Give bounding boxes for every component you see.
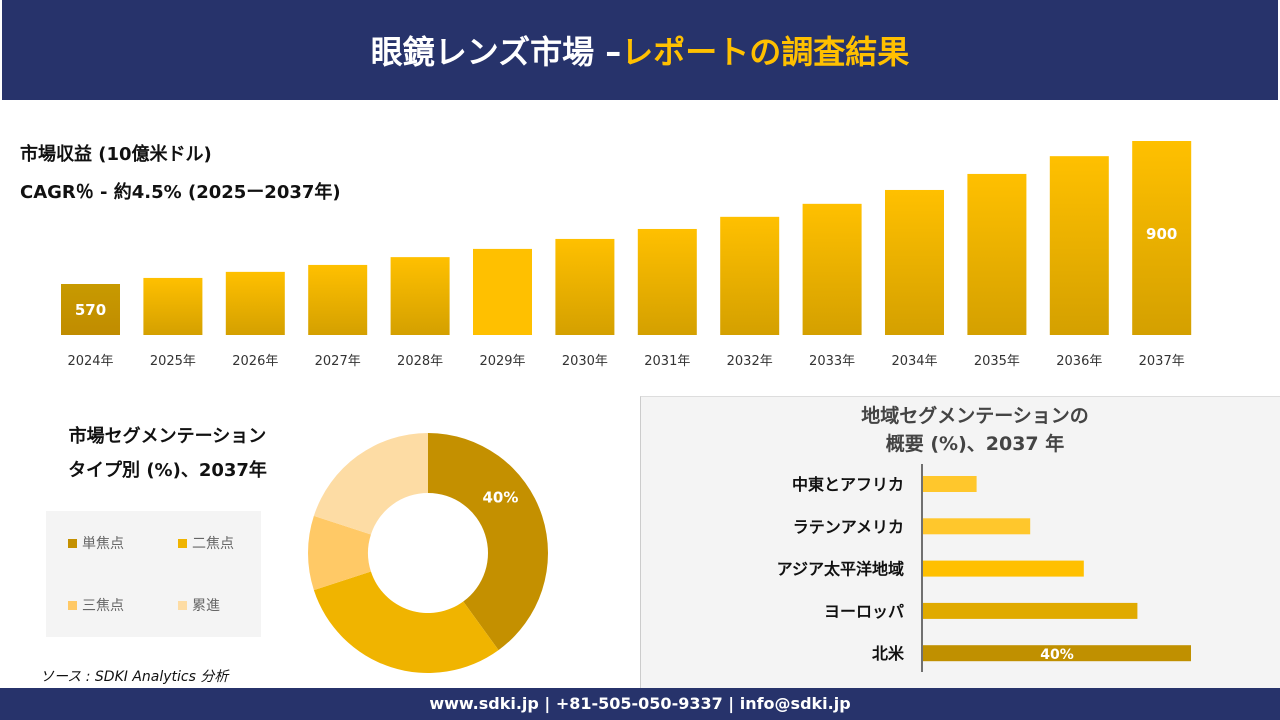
region-bar <box>923 602 1138 619</box>
region-title-line1: 地域セグメンテーションの <box>861 405 1089 427</box>
x-tick-label: 2031年 <box>644 354 690 369</box>
x-tick-label: 2037年 <box>1139 354 1185 369</box>
legend-swatch <box>68 538 77 548</box>
x-tick-label: 2036年 <box>1056 354 1102 369</box>
legend-label: 単焦点 <box>82 536 124 552</box>
donut-slice <box>313 571 499 673</box>
revenue-bar <box>555 238 615 335</box>
legend-swatch <box>178 538 187 548</box>
title-accent: レポートの調査結果 <box>621 33 910 71</box>
donut-data-label: 40% <box>482 488 518 506</box>
legend-swatch <box>178 600 187 610</box>
revenue-bar <box>967 173 1027 335</box>
bar-data-label: 570 <box>75 301 106 319</box>
revenue-bar <box>390 257 450 335</box>
x-tick-label: 2027年 <box>315 354 361 369</box>
x-tick-label: 2028年 <box>397 354 443 369</box>
donut-slice <box>428 433 548 651</box>
legend-swatch <box>68 600 77 610</box>
x-tick-label: 2029年 <box>479 354 525 369</box>
x-tick-label: 2024年 <box>67 354 113 369</box>
donut-slice <box>308 515 371 591</box>
region-label: アジア太平洋地域 <box>777 560 904 579</box>
legend-item: 単焦点 <box>68 533 124 553</box>
type-title-line2: タイプ別 (%)、2037年 <box>68 460 267 481</box>
revenue-bar <box>308 264 368 335</box>
revenue-bar <box>225 271 285 335</box>
region-bar <box>923 645 1191 662</box>
revenue-label: 市場収益 (10億米ドル) <box>20 144 212 165</box>
x-tick-label: 2026年 <box>232 354 278 369</box>
region-bar <box>923 476 977 492</box>
x-tick-label: 2034年 <box>891 354 937 369</box>
revenue-bar <box>1049 156 1109 335</box>
region-label: 北米 <box>872 644 905 663</box>
region-title-line2: 概要 (%)、2037 年 <box>885 433 1065 455</box>
source-note: ソース : SDKI Analytics 分析 <box>40 669 229 685</box>
revenue-bar <box>802 203 862 335</box>
title-main: 眼鏡レンズ市場 – <box>370 33 622 71</box>
donut-slice <box>313 433 428 535</box>
type-title-line1: 市場セグメンテーション <box>68 426 267 447</box>
revenue-bar <box>1132 141 1192 335</box>
revenue-bar <box>720 216 780 335</box>
legend-label: 二焦点 <box>192 536 234 552</box>
x-tick-label: 2030年 <box>562 354 608 369</box>
revenue-bar <box>61 284 120 335</box>
revenue-bar-chart: 2024年 570 2025年 2026年 2027年 2028年 2029年 2030年 20… <box>61 141 1192 369</box>
region-label: 中東とアフリカ <box>792 475 904 494</box>
legend-item: 三焦点 <box>68 595 124 615</box>
type-legend: 単焦点 二焦点 三焦点 累進 <box>46 511 261 637</box>
type-donut-chart: 40% <box>308 433 548 673</box>
cagr-label: CAGR％ - 約4.5% (2025ー2037年) <box>20 182 341 203</box>
x-tick-label: 2035年 <box>974 354 1020 369</box>
footer-contact: www.sdki.jp | +81-505-050-9337 | info@sd… <box>0 688 1280 720</box>
legend-label: 累進 <box>192 598 220 614</box>
region-segment-title: 地域セグメンテーションの 概要 (%)、2037 年 <box>780 402 1170 458</box>
region-label: ラテンアメリカ <box>793 517 904 536</box>
x-tick-label: 2025年 <box>150 354 196 369</box>
revenue-bar <box>143 277 203 335</box>
revenue-bar <box>473 248 532 335</box>
revenue-bar <box>637 228 697 335</box>
region-data-label: 40% <box>1040 647 1074 663</box>
legend-item: 二焦点 <box>178 533 234 553</box>
region-bar <box>923 560 1084 577</box>
bar-data-label: 900 <box>1146 225 1177 243</box>
revenue-bar <box>885 189 944 335</box>
type-segment-title: 市場セグメンテーション タイプ別 (%)、2037年 <box>40 420 295 488</box>
x-tick-label: 2033年 <box>809 354 855 369</box>
region-segment-panel <box>640 396 1280 688</box>
x-tick-label: 2032年 <box>727 354 773 369</box>
region-bar <box>923 518 1031 535</box>
legend-item: 累進 <box>178 595 220 615</box>
legend-label: 三焦点 <box>82 598 124 614</box>
header-banner: 眼鏡レンズ市場 – レポートの調査結果 <box>2 0 1278 100</box>
region-label: ヨーロッパ <box>824 602 904 621</box>
